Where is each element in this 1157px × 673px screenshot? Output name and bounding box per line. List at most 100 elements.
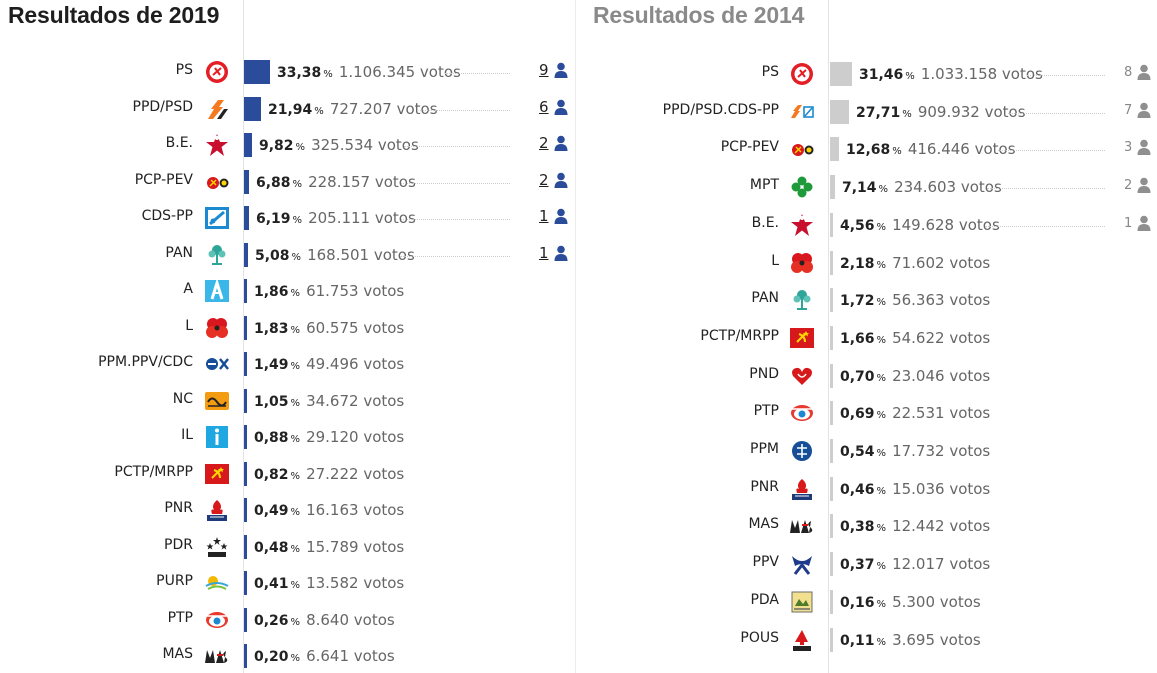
person-icon <box>554 62 568 78</box>
party-row-ps: PS 31,46% 1.033.158 votos 8 <box>577 62 1157 86</box>
pous-logo-icon <box>789 628 815 652</box>
vote-count: 49.496 votos <box>306 355 405 373</box>
vote-count: 60.575 votos <box>306 318 405 337</box>
vote-count: 12.017 votos <box>892 555 991 574</box>
percentage-value: 0,41 <box>254 576 289 592</box>
vote-count: 15.036 votos <box>892 479 991 498</box>
ps-logo-icon <box>789 62 815 86</box>
party-row-ppd-psd-cds-pp: PPD/PSD.CDS-PP 27,71% 909.932 votos 7 <box>577 99 1157 124</box>
vote-count: 16.163 votos <box>306 501 405 519</box>
seat-count[interactable]: 2 <box>539 134 549 152</box>
pdr-logo-icon <box>204 535 230 559</box>
vote-bar <box>830 99 849 124</box>
party-row-ppm: PPM 0,54% 17.732 votos <box>577 439 1157 463</box>
vote-bar <box>244 388 247 413</box>
vote-percentage: 6,19% 205.111 votos <box>256 209 416 227</box>
seat-count[interactable]: 1 <box>539 243 549 262</box>
percentage-value: 1,83 <box>254 320 289 337</box>
ppd-psd-logo-icon <box>204 97 230 121</box>
percentage-value: 9,82 <box>259 138 294 154</box>
vote-count: 54.622 votos <box>892 328 991 347</box>
vote-count: 149.628 votos <box>892 215 1000 234</box>
seat-count[interactable]: 6 <box>539 97 549 116</box>
percentage-unit: % <box>292 215 303 226</box>
person-icon <box>554 245 568 261</box>
percentage-unit: % <box>290 470 301 482</box>
party-row-nc: NC 1,05% 34.672 votos <box>0 388 575 413</box>
vote-bar <box>830 175 835 200</box>
party-name: PAN <box>751 290 779 307</box>
party-row-ptp: PTP 0,26% 8.640 votos <box>0 607 575 632</box>
percentage-unit: % <box>290 580 301 591</box>
party-row-pctp-mrpp: PCTP/MRPP 0,82% 27.222 votos <box>0 461 575 486</box>
party-name: CDS-PP <box>141 208 193 224</box>
percentage-value: 27,71 <box>856 104 901 121</box>
vote-bar <box>830 212 833 237</box>
vote-count: 228.157 votos <box>308 172 416 191</box>
party-row-mas: MAS 0,38% 12.442 votos <box>577 514 1157 539</box>
vote-percentage: 0,82% 27.222 votos <box>254 465 404 483</box>
party-row-pcp-pev: PCP-PEV 6,88% 228.157 votos 2 <box>0 169 575 194</box>
a-logo-icon <box>204 277 230 303</box>
vote-count: 234.603 votos <box>894 178 1002 197</box>
percentage-unit: % <box>876 561 887 573</box>
seat-count: 1 <box>1124 215 1133 231</box>
vote-bar <box>830 62 852 86</box>
vote-bar <box>244 96 261 121</box>
party-name: PCP-PEV <box>720 139 779 156</box>
seat-count: 2 <box>1124 178 1133 194</box>
seat-count[interactable]: 9 <box>539 61 549 79</box>
results-2019-axis <box>243 0 244 673</box>
vote-bar <box>244 315 247 340</box>
vote-bar <box>244 461 247 486</box>
vote-bar <box>244 534 247 559</box>
vote-percentage: 6,88% 228.157 votos <box>256 173 416 191</box>
vote-bar <box>244 242 248 267</box>
pda-logo-icon <box>789 590 815 614</box>
dotted-leader <box>400 255 510 257</box>
percentage-value: 0,69 <box>840 406 875 423</box>
percentage-value: 33,38 <box>277 65 322 81</box>
party-name: PTP <box>753 403 779 420</box>
vote-percentage: 1,66% 54.622 votos <box>840 329 990 347</box>
ptp-logo-icon <box>789 401 815 425</box>
percentage-unit: % <box>876 297 887 309</box>
dotted-leader <box>404 146 510 147</box>
vote-bar <box>830 363 833 388</box>
pcp-pev-logo-icon <box>204 170 230 194</box>
vote-percentage: 0,37% 12.017 votos <box>840 555 990 573</box>
person-icon <box>1137 215 1151 231</box>
vote-bar <box>830 589 833 614</box>
party-name: PDR <box>164 536 193 553</box>
percentage-unit: % <box>291 251 302 263</box>
party-name: PPD/PSD.CDS-PP <box>662 101 779 118</box>
vote-count: 34.672 votos <box>306 391 405 410</box>
seat-count: 3 <box>1124 140 1133 156</box>
party-row-pcp-pev: PCP-PEV 12,68% 416.446 votos 3 <box>577 137 1157 162</box>
vote-count: 1.106.345 votos <box>338 63 461 81</box>
vote-count: 6.641 votos <box>306 647 395 665</box>
vote-percentage: 12,68% 416.446 votos <box>846 140 1016 158</box>
nc-logo-icon <box>204 389 230 413</box>
party-row-l: L 2,18% 71.602 votos <box>577 250 1157 275</box>
seat-count[interactable]: 1 <box>539 207 549 225</box>
party-name: L <box>185 317 193 334</box>
percentage-value: 12,68 <box>846 142 891 159</box>
party-name: B.E. <box>165 135 193 151</box>
party-name: PPM.PPV/CDC <box>98 354 193 370</box>
mas-logo-icon <box>789 514 815 538</box>
seat-count[interactable]: 2 <box>539 170 549 189</box>
percentage-value: 4,56 <box>840 217 875 234</box>
dotted-leader <box>985 225 1105 227</box>
party-name: PPD/PSD <box>132 98 194 115</box>
results-2014-panel: Resultados de 2014 PS 31,46% 1.033.158 vot… <box>577 0 1157 673</box>
vote-bar <box>244 498 247 522</box>
party-name: IL <box>181 427 193 443</box>
party-name: B.E. <box>751 214 779 231</box>
ps-logo-icon <box>204 60 230 84</box>
percentage-value: 6,88 <box>256 174 291 191</box>
ptp-logo-icon <box>204 608 230 632</box>
vote-count: 5.300 votos <box>892 592 981 611</box>
vote-percentage: 0,69% 22.531 votos <box>840 404 990 422</box>
percentage-value: 31,46 <box>859 67 904 83</box>
